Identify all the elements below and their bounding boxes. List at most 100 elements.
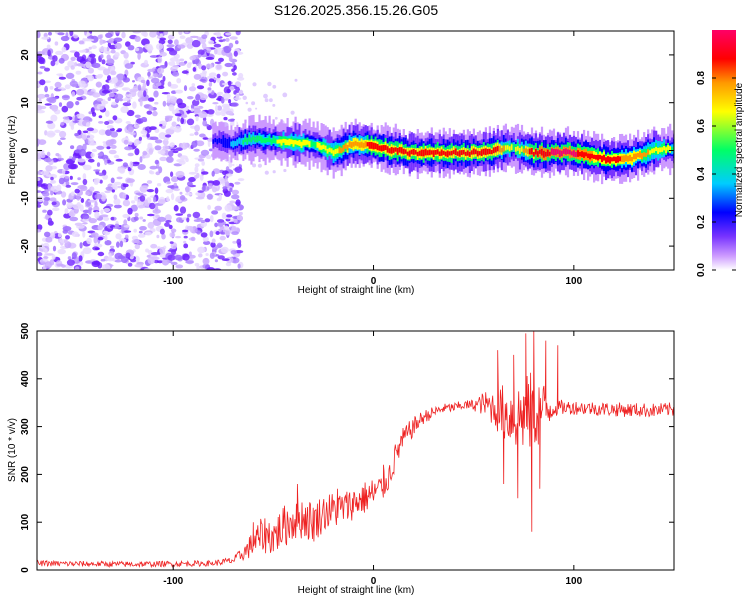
y-tick-label: 400 — [20, 370, 31, 387]
ridge-cell — [468, 151, 471, 157]
noise-speckle — [178, 31, 183, 36]
ridge-cell — [274, 138, 277, 144]
noise-speckle — [228, 99, 232, 104]
noise-speckle — [122, 87, 128, 91]
noise-speckle — [37, 228, 42, 233]
noise-speckle — [69, 216, 79, 222]
noise-speckle — [104, 240, 112, 246]
noise-speckle — [179, 191, 183, 195]
ridge-cell — [270, 139, 273, 145]
noise-speckle — [110, 131, 118, 138]
noise-speckle — [62, 168, 66, 175]
noise-speckle — [82, 214, 90, 220]
noise-speckle — [175, 264, 184, 269]
noise-speckle — [172, 150, 179, 154]
ridge-cell — [520, 146, 524, 152]
noise-speckle — [37, 93, 46, 99]
ridge-cell — [667, 145, 670, 151]
ridge-cell — [412, 148, 415, 155]
ridge-cell — [408, 150, 411, 157]
ridge-cell — [328, 147, 331, 152]
noise-speckle — [146, 180, 153, 184]
noise-speckle — [113, 154, 120, 159]
noise-speckle — [121, 98, 130, 102]
noise-speckle — [179, 195, 186, 201]
noise-speckle — [206, 186, 210, 191]
noise-speckle — [192, 107, 201, 114]
noise-speckle — [90, 232, 99, 238]
noise-speckle — [220, 231, 225, 235]
noise-speckle — [190, 236, 196, 242]
noise-speckle — [187, 213, 192, 218]
noise-speckle — [101, 195, 106, 202]
noise-speckle — [238, 72, 244, 79]
y-tick-label: 500 — [20, 322, 31, 339]
noise-speckle — [55, 153, 60, 157]
ridge-cell — [615, 156, 618, 163]
noise-speckle — [147, 97, 155, 102]
noise-speckle — [186, 62, 192, 69]
ridge-cell — [474, 149, 477, 155]
noise-speckle — [89, 186, 95, 192]
noise-speckle — [190, 104, 195, 110]
noise-speckle — [46, 130, 56, 138]
noise-speckle — [211, 186, 218, 193]
ridge-cell — [603, 154, 606, 161]
noise-speckle — [157, 260, 164, 264]
ridge-cell — [288, 138, 291, 146]
noise-speckle — [220, 246, 229, 254]
ridge-cell — [234, 141, 237, 146]
colorbar-tick-label: 0.6 — [696, 119, 707, 133]
noise-speckle — [158, 39, 166, 45]
noise-speckle — [202, 257, 210, 265]
noise-speckle — [108, 253, 112, 261]
noise-speckle — [199, 174, 204, 181]
ridge-cell — [436, 149, 439, 155]
noise-speckle — [183, 240, 187, 244]
noise-speckle — [140, 130, 148, 135]
ridge-cell — [232, 140, 235, 148]
noise-speckle — [137, 233, 146, 238]
noise-speckle — [155, 204, 159, 212]
noise-speckle — [147, 213, 155, 217]
noise-speckle — [224, 225, 229, 231]
noise-speckle — [213, 43, 222, 48]
noise-speckle — [201, 171, 209, 175]
noise-speckle — [159, 228, 165, 235]
noise-speckle — [182, 253, 190, 261]
noise-speckle — [230, 206, 240, 211]
noise-speckle — [38, 57, 45, 65]
noise-speckle — [182, 229, 189, 233]
noise-speckle — [169, 142, 175, 148]
ridge-cell — [625, 155, 628, 162]
noise-speckle — [158, 31, 164, 34]
noise-speckle — [113, 194, 118, 200]
ridge-cell — [486, 149, 489, 155]
noise-speckle — [207, 40, 215, 45]
noise-speckle — [223, 92, 231, 99]
noise-speckle — [77, 185, 87, 190]
noise-speckle — [46, 44, 51, 50]
noise-speckle-region — [37, 31, 307, 270]
noise-speckle — [37, 177, 41, 181]
noise-speckle — [60, 121, 65, 126]
noise-speckle — [75, 101, 80, 106]
noise-speckle — [97, 251, 105, 257]
noise-speckle — [134, 35, 141, 43]
noise-speckle — [233, 219, 238, 224]
noise-speckle — [164, 150, 170, 156]
noise-speckle — [37, 83, 41, 87]
noise-speckle — [110, 144, 117, 149]
noise-speckle — [149, 202, 156, 210]
noise-speckle — [103, 68, 111, 76]
noise-speckle — [44, 80, 51, 84]
noise-speckle — [133, 161, 140, 165]
noise-speckle — [70, 56, 76, 62]
noise-speckle — [283, 168, 287, 173]
noise-speckle — [183, 85, 188, 92]
ridge-cell — [659, 147, 662, 153]
ridge-cell — [566, 149, 570, 154]
noise-speckle — [92, 112, 97, 117]
noise-speckle — [106, 125, 114, 129]
